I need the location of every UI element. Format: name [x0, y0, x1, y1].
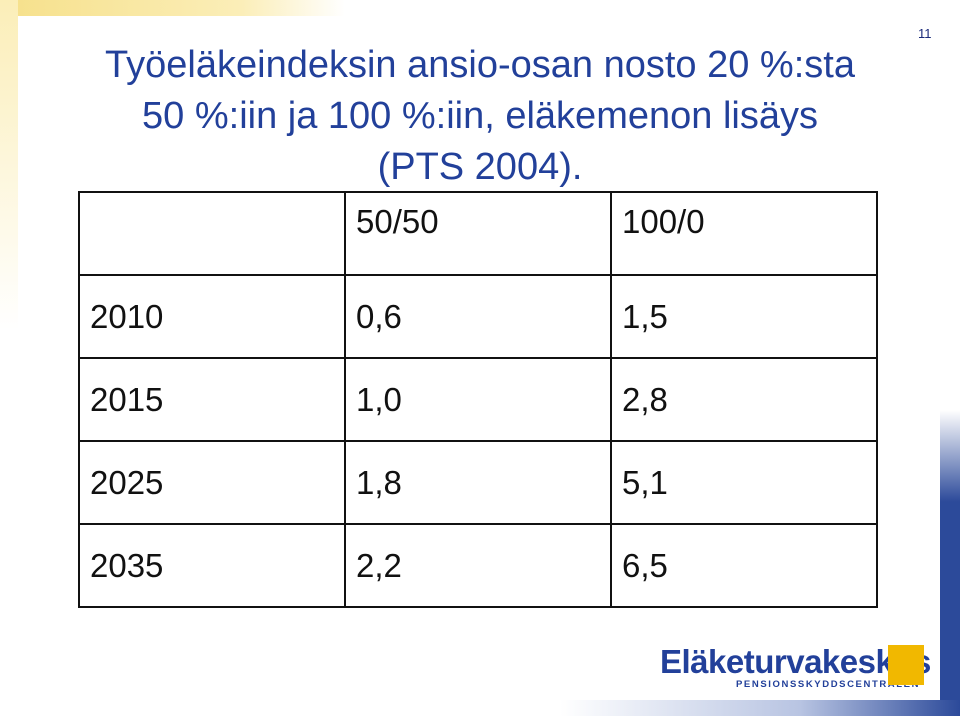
header-row: 50/50 100/0 — [78, 191, 878, 276]
logo-subtitle: PENSIONSSKYDDSCENTRALEN — [736, 679, 921, 690]
year-cell: 2035 — [78, 523, 346, 608]
year-cell: 2025 — [78, 440, 346, 525]
decoration — [0, 0, 18, 330]
decoration — [560, 700, 960, 716]
value-cell: 2,8 — [610, 357, 878, 442]
value-cell: 6,5 — [610, 523, 878, 608]
value-cell: 1,5 — [610, 274, 878, 359]
year-cell: 2015 — [78, 357, 346, 442]
data-table: 50/50 100/0 2010 0,6 1,5 2015 1,0 2,8 2025 1,8 5… — [78, 191, 878, 608]
decoration — [0, 0, 345, 16]
logo: Eläketurvakeskus PENSIONSSKYDDSCENTRALEN — [660, 643, 931, 691]
page-number: 11 — [918, 26, 932, 41]
logo-text: Eläketurvakeskus — [660, 643, 931, 680]
table-row: 2025 1,8 5,1 — [78, 440, 878, 525]
value-cell: 5,1 — [610, 440, 878, 525]
value-cell: 2,2 — [344, 523, 612, 608]
value-cell: 0,6 — [344, 274, 612, 359]
table-body: 2010 0,6 1,5 2015 1,0 2,8 2025 1,8 5,1 2035 2,2 6,5 — [78, 274, 878, 608]
table-row: 2010 0,6 1,5 — [78, 274, 878, 359]
table-row: 2015 1,0 2,8 — [78, 357, 878, 442]
year-cell: 2010 — [78, 274, 346, 359]
table-row: 2035 2,2 6,5 — [78, 523, 878, 608]
value-cell: 1,8 — [344, 440, 612, 525]
logo-emblem — [888, 645, 924, 685]
header-cell: 100/0 — [610, 191, 878, 276]
header-cell — [78, 191, 346, 276]
value-cell: 1,0 — [344, 357, 612, 442]
slide-title: Työeläkeindeksin ansio-osan nosto 20 %:s… — [105, 44, 855, 188]
decoration — [940, 410, 960, 716]
header-cell: 50/50 — [344, 191, 612, 276]
